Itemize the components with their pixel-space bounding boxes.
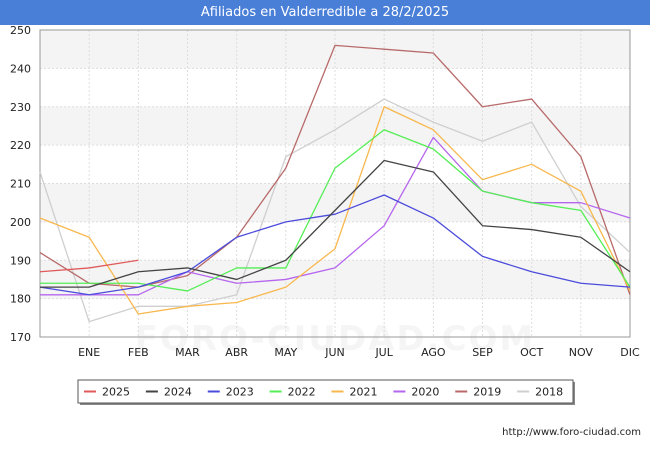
legend-label-2025: 2025	[102, 386, 130, 399]
x-tick-label: MAR	[175, 346, 200, 359]
legend-label-2021: 2021	[350, 386, 378, 399]
series-line-2024	[40, 159, 631, 288]
x-tick-label: NOV	[569, 346, 594, 359]
series-line-2025	[39, 259, 139, 273]
plot-border	[39, 29, 631, 338]
series-line-2018	[39, 98, 631, 323]
legend-label-2020: 2020	[411, 386, 439, 399]
legend-label-2018: 2018	[535, 386, 563, 399]
legend: 2025 2024 2023 2022 2021 2020 2019 2018	[77, 379, 575, 405]
x-tick-label: JUN	[324, 346, 345, 359]
y-tick-label: 170	[10, 331, 31, 344]
x-axis-ticks: ENE FEB MAR ABR MAY JUN JUL AGO SEP OCT NOV DIC	[78, 346, 640, 359]
series-line-2021	[39, 106, 631, 315]
x-tick-label: OCT	[520, 346, 543, 359]
x-tick-label: DIC	[620, 346, 640, 359]
x-tick-label: ENE	[78, 346, 100, 359]
legend-label-2019: 2019	[473, 386, 501, 399]
y-tick-label: 200	[10, 216, 31, 229]
series-line-2023	[39, 194, 631, 296]
x-tick-label: MAY	[274, 346, 297, 359]
watermark: FORO-CIUDAD.COM	[135, 319, 536, 359]
series-lines	[39, 44, 631, 323]
y-tick-label: 240	[10, 62, 31, 75]
source-url[interactable]: http://www.foro-ciudad.com	[502, 427, 641, 438]
y-tick-label: 250	[10, 24, 31, 37]
grid-band	[40, 30, 630, 69]
legend-label-2024: 2024	[164, 386, 192, 399]
y-tick-label: 220	[10, 139, 31, 152]
x-tick-label: AGO	[421, 346, 446, 359]
legend-label-2022: 2022	[288, 386, 316, 399]
y-tick-label: 210	[10, 178, 31, 191]
legend-label-2023: 2023	[226, 386, 254, 399]
y-tick-label: 190	[10, 254, 31, 267]
series-line-2022	[40, 129, 631, 292]
x-tick-label: ABR	[225, 346, 248, 359]
legend-box	[77, 379, 574, 404]
x-tick-label: SEP	[472, 346, 493, 359]
y-axis-ticks: 170 180 190 200 210 220 230 240 250	[10, 24, 31, 344]
chart-title: Afiliados en Valderredible a 28/2/2025	[0, 0, 650, 25]
grid-lines	[39, 29, 631, 338]
y-tick-label: 180	[10, 293, 31, 306]
x-tick-label: JUL	[374, 346, 393, 359]
x-tick-label: FEB	[128, 346, 149, 359]
y-tick-label: 230	[10, 101, 31, 114]
